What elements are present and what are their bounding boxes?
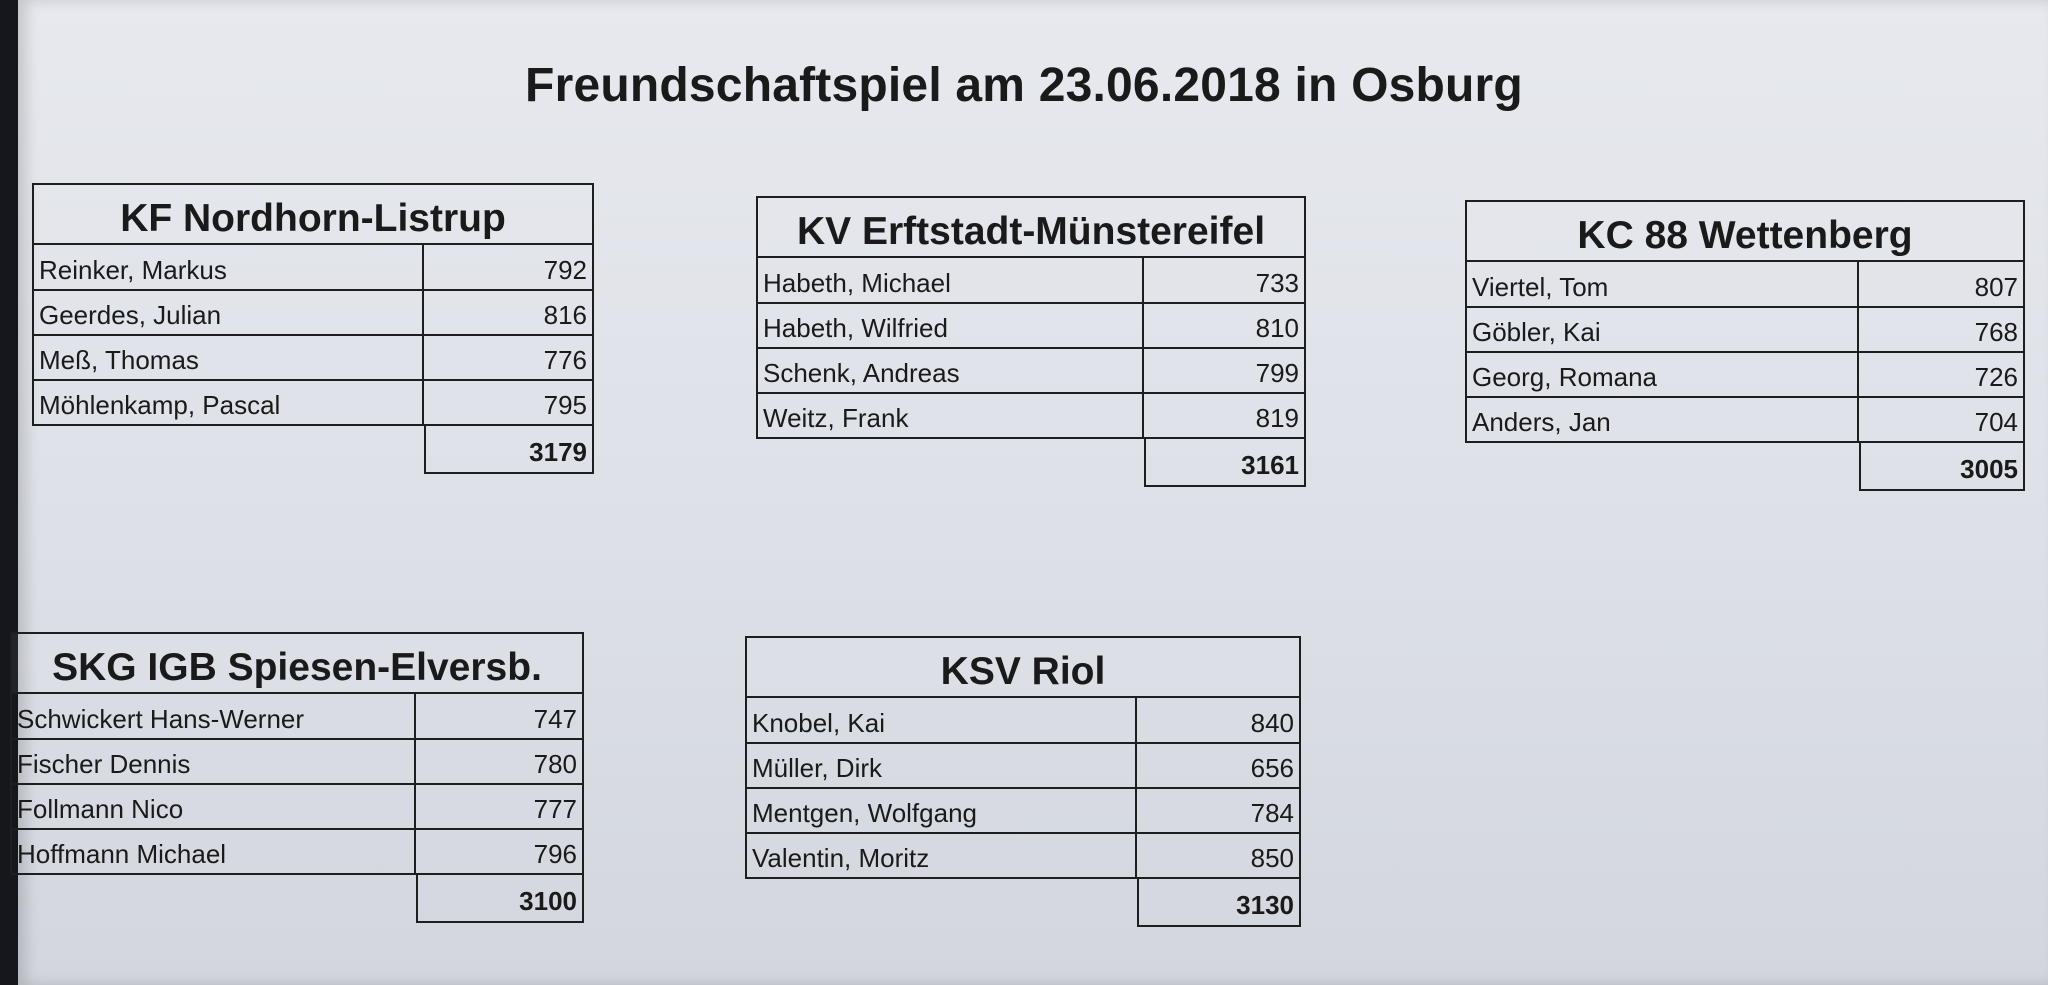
player-name: Schwickert Hans-Werner — [10, 694, 416, 740]
player-name: Hoffmann Michael — [10, 828, 416, 875]
player-score: 819 — [1142, 392, 1306, 439]
player-list: Knobel, Kai 840 Müller, Dirk 656 Mentgen… — [745, 698, 1301, 879]
player-name: Valentin, Moritz — [745, 832, 1137, 879]
player-list: Schwickert Hans-Werner 747 Fischer Denni… — [10, 694, 584, 875]
team-table-riol: KSV Riol Knobel, Kai 840 Müller, Dirk 65… — [745, 636, 1301, 927]
player-name: Anders, Jan — [1465, 396, 1859, 443]
player-score: 807 — [1857, 262, 2025, 308]
player-score: 810 — [1142, 302, 1306, 349]
team-total: 3005 — [1859, 443, 2025, 491]
player-score: 840 — [1135, 698, 1301, 744]
player-name: Mentgen, Wolfgang — [745, 787, 1137, 834]
team-name: KV Erftstadt-Münstereifel — [756, 196, 1306, 258]
player-name: Geerdes, Julian — [32, 289, 424, 336]
table-row: Möhlenkamp, Pascal 795 — [32, 379, 594, 426]
table-row: Geerdes, Julian 816 — [32, 289, 594, 336]
team-name: SKG IGB Spiesen-Elversb. — [10, 632, 584, 694]
table-row: Mentgen, Wolfgang 784 — [745, 787, 1301, 834]
player-name: Habeth, Michael — [756, 258, 1144, 304]
page-title: Freundschaftspiel am 23.06.2018 in Osbur… — [525, 59, 1523, 112]
team-name: KC 88 Wettenberg — [1465, 200, 2025, 262]
table-row: Schenk, Andreas 799 — [756, 347, 1306, 394]
player-score: 799 — [1142, 347, 1306, 394]
team-total: 3179 — [424, 426, 594, 474]
player-score: 656 — [1135, 742, 1301, 789]
player-name: Möhlenkamp, Pascal — [32, 379, 424, 426]
player-name: Müller, Dirk — [745, 742, 1137, 789]
player-name: Habeth, Wilfried — [756, 302, 1144, 349]
player-score: 777 — [414, 783, 584, 830]
team-table-erftstadt-muenstereifel: KV Erftstadt-Münstereifel Habeth, Michae… — [756, 196, 1306, 487]
table-row: Weitz, Frank 819 — [756, 392, 1306, 439]
player-name: Schenk, Andreas — [756, 347, 1144, 394]
player-name: Göbler, Kai — [1465, 306, 1859, 353]
table-row: Knobel, Kai 840 — [745, 698, 1301, 744]
table-row: Georg, Romana 726 — [1465, 351, 2025, 398]
team-total: 3100 — [416, 875, 584, 923]
player-score: 795 — [422, 379, 594, 426]
player-list: Viertel, Tom 807 Göbler, Kai 768 Georg, … — [1465, 262, 2025, 443]
player-score: 850 — [1135, 832, 1301, 879]
table-row: Viertel, Tom 807 — [1465, 262, 2025, 308]
player-score: 780 — [414, 738, 584, 785]
player-name: Knobel, Kai — [745, 698, 1137, 744]
table-row: Schwickert Hans-Werner 747 — [10, 694, 584, 740]
player-score: 816 — [422, 289, 594, 336]
table-row: Valentin, Moritz 850 — [745, 832, 1301, 879]
table-row: Meß, Thomas 776 — [32, 334, 594, 381]
table-row: Müller, Dirk 656 — [745, 742, 1301, 789]
team-name: KF Nordhorn-Listrup — [32, 183, 594, 245]
team-table-wettenberg: KC 88 Wettenberg Viertel, Tom 807 Göbler… — [1465, 200, 2025, 491]
table-row: Habeth, Michael 733 — [756, 258, 1306, 304]
table-row: Anders, Jan 704 — [1465, 396, 2025, 443]
player-name: Georg, Romana — [1465, 351, 1859, 398]
table-row: Reinker, Markus 792 — [32, 245, 594, 291]
table-row: Göbler, Kai 768 — [1465, 306, 2025, 353]
player-name: Fischer Dennis — [10, 738, 416, 785]
team-name: KSV Riol — [745, 636, 1301, 698]
team-total: 3130 — [1137, 879, 1301, 927]
player-score: 776 — [422, 334, 594, 381]
player-score: 733 — [1142, 258, 1306, 304]
player-score: 792 — [422, 245, 594, 291]
player-score: 768 — [1857, 306, 2025, 353]
team-total: 3161 — [1144, 439, 1306, 487]
player-score: 784 — [1135, 787, 1301, 834]
table-row: Fischer Dennis 780 — [10, 738, 584, 785]
player-list: Reinker, Markus 792 Geerdes, Julian 816 … — [32, 245, 594, 426]
player-score: 747 — [414, 694, 584, 740]
team-table-spiesen-elversberg: SKG IGB Spiesen-Elversb. Schwickert Hans… — [10, 632, 584, 923]
table-row: Habeth, Wilfried 810 — [756, 302, 1306, 349]
table-row: Hoffmann Michael 796 — [10, 828, 584, 875]
player-name: Follmann Nico — [10, 783, 416, 830]
team-table-nordhorn-listrup: KF Nordhorn-Listrup Reinker, Markus 792 … — [32, 183, 594, 474]
table-row: Follmann Nico 777 — [10, 783, 584, 830]
player-name: Weitz, Frank — [756, 392, 1144, 439]
player-score: 796 — [414, 828, 584, 875]
player-name: Meß, Thomas — [32, 334, 424, 381]
player-score: 726 — [1857, 351, 2025, 398]
player-score: 704 — [1857, 396, 2025, 443]
player-list: Habeth, Michael 733 Habeth, Wilfried 810… — [756, 258, 1306, 439]
player-name: Reinker, Markus — [32, 245, 424, 291]
player-name: Viertel, Tom — [1465, 262, 1859, 308]
